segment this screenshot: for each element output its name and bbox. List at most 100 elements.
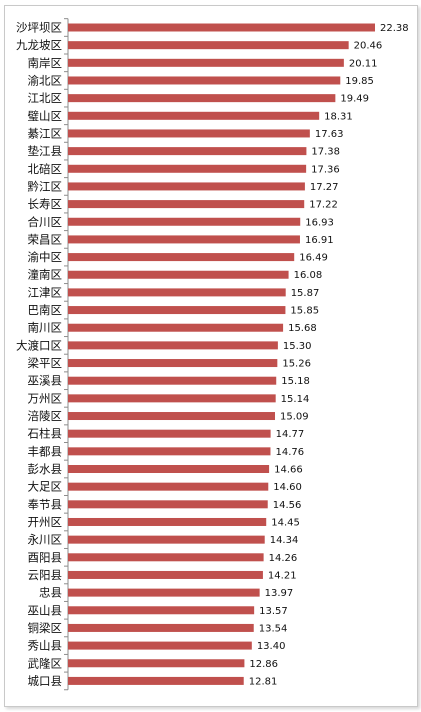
category-label: 涪陵区 <box>28 409 63 423</box>
value-label: 14.60 <box>273 482 302 493</box>
value-label: 14.66 <box>274 465 303 476</box>
category-label: 万州区 <box>28 391 63 405</box>
value-label: 20.11 <box>349 58 378 69</box>
value-label: 14.45 <box>271 517 300 528</box>
bar <box>68 147 307 156</box>
bar <box>68 359 278 368</box>
bar <box>68 429 271 438</box>
value-label: 14.56 <box>273 500 302 511</box>
bar <box>68 235 300 244</box>
bar <box>68 376 277 385</box>
bar <box>68 200 305 209</box>
bar <box>68 517 267 526</box>
value-label: 13.57 <box>259 606 288 617</box>
category-label: 南川区 <box>28 321 63 335</box>
bar <box>68 623 254 632</box>
category-label: 江北区 <box>28 91 63 105</box>
value-label: 17.38 <box>311 147 340 158</box>
value-label: 14.77 <box>276 429 305 440</box>
value-label: 16.49 <box>299 253 328 264</box>
category-label: 荣昌区 <box>28 232 63 246</box>
bar <box>68 447 271 456</box>
value-label: 19.85 <box>345 76 374 87</box>
category-label: 城口县 <box>28 674 63 688</box>
bar <box>68 412 275 421</box>
category-label: 石柱县 <box>28 427 63 441</box>
bar <box>68 306 286 315</box>
chart-frame: 沙坪坝区 22.38 九龙坡区 20.46 南岸区 20.11 渝北区 19.85 江北区 19.… <box>4 5 418 707</box>
category-label: 酉阳县 <box>28 550 63 564</box>
bar <box>68 253 295 262</box>
bar <box>68 129 310 138</box>
value-label: 17.36 <box>311 164 340 175</box>
value-label: 12.81 <box>249 676 278 687</box>
category-label: 巴南区 <box>28 303 63 317</box>
value-label: 15.85 <box>290 306 319 317</box>
category-label: 梁平区 <box>28 356 63 370</box>
bar <box>68 94 336 103</box>
value-label: 15.68 <box>288 323 317 334</box>
bar <box>68 535 265 544</box>
bar <box>68 288 286 297</box>
bar <box>68 482 269 491</box>
value-label: 18.31 <box>324 111 353 122</box>
bar <box>68 270 289 279</box>
value-label: 12.86 <box>249 659 278 670</box>
bar <box>68 41 349 50</box>
bar <box>68 606 255 615</box>
value-label: 14.26 <box>269 553 298 564</box>
bar <box>68 111 320 120</box>
category-label: 秀山县 <box>28 639 63 653</box>
value-label: 20.46 <box>354 41 383 52</box>
bar <box>68 570 263 579</box>
category-label: 大渡口区 <box>16 338 62 352</box>
bar <box>68 659 245 668</box>
bar <box>68 641 252 650</box>
category-label: 合川区 <box>28 215 63 229</box>
category-label: 渝北区 <box>28 73 63 87</box>
category-label: 沙坪坝区 <box>16 21 62 35</box>
category-label: 九龙坡区 <box>16 38 62 52</box>
category-label: 开州区 <box>28 515 63 529</box>
value-label: 15.26 <box>282 359 311 370</box>
value-label: 14.34 <box>270 535 299 546</box>
bar <box>68 394 276 403</box>
category-label: 长寿区 <box>28 197 63 211</box>
value-label: 19.49 <box>340 94 369 105</box>
category-label: 巫溪县 <box>28 374 63 388</box>
bar <box>68 164 307 173</box>
value-label: 13.54 <box>259 623 288 634</box>
category-label: 璧山区 <box>28 109 63 123</box>
bar <box>68 58 344 67</box>
category-label: 垫江县 <box>28 144 63 158</box>
category-label: 綦江区 <box>28 126 63 140</box>
category-label: 巫山县 <box>28 603 63 617</box>
category-label: 永川区 <box>28 533 63 547</box>
bar <box>68 465 270 473</box>
value-label: 16.93 <box>305 217 334 228</box>
category-label: 大足区 <box>28 480 63 494</box>
bar <box>68 500 268 509</box>
bar <box>68 23 375 32</box>
value-label: 15.14 <box>281 394 310 405</box>
value-label: 15.87 <box>291 288 320 299</box>
bar <box>68 676 244 685</box>
value-label: 15.18 <box>281 376 310 387</box>
value-label: 13.40 <box>257 641 286 652</box>
category-label: 黔江区 <box>28 179 63 193</box>
bar <box>68 553 264 562</box>
category-label: 忠县 <box>39 586 62 600</box>
category-label: 武隆区 <box>28 656 63 670</box>
value-label: 17.22 <box>309 200 338 211</box>
category-label: 江津区 <box>28 285 63 299</box>
bar-chart: 沙坪坝区 22.38 九龙坡区 20.46 南岸区 20.11 渝北区 19.85 江北区 19.… <box>16 18 409 691</box>
category-label: 铜梁区 <box>28 621 63 635</box>
bar <box>68 217 301 226</box>
value-label: 14.21 <box>268 570 297 581</box>
category-label: 渝中区 <box>28 250 63 264</box>
bar <box>68 588 260 597</box>
category-label: 云阳县 <box>28 568 63 582</box>
value-label: 16.08 <box>294 270 323 281</box>
category-label: 北碚区 <box>28 162 63 176</box>
value-label: 13.97 <box>265 588 294 599</box>
